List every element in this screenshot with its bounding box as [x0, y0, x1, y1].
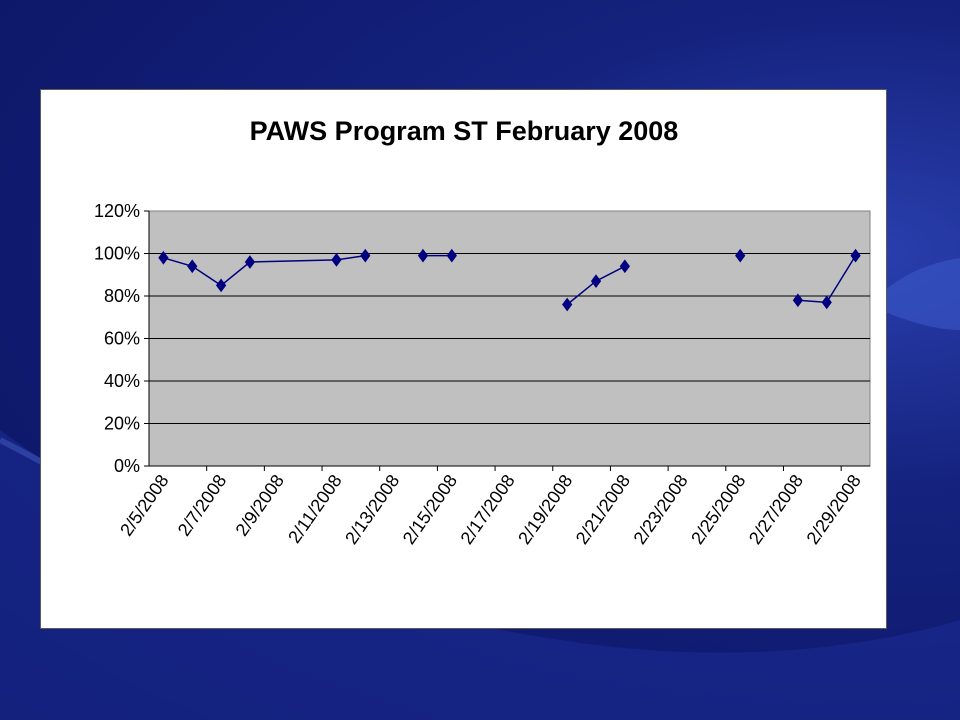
series-line-segment	[163, 254, 366, 287]
data-point	[244, 255, 256, 269]
chart-title: PAWS Program ST February 2008	[250, 116, 679, 146]
data-point	[821, 295, 832, 310]
x-tick-label: 2/7/2008	[174, 471, 231, 540]
data-point	[792, 293, 804, 308]
series-markers	[158, 248, 861, 312]
data-point	[446, 248, 457, 263]
x-tick-label: 2/11/2008	[284, 471, 346, 547]
y-tick-label: 40%	[104, 371, 140, 391]
x-tick-labels: 2/5/2008 2/7/2008 2/9/20082/11/20082/13/20…	[116, 466, 865, 548]
data-point	[158, 250, 169, 265]
x-tick-label: 2/15/2008	[399, 471, 461, 548]
line-chart: PAWS Program ST February 2008 0% 20% 40% 60…	[94, 116, 871, 548]
y-tick-labels: 0% 20% 40% 60% 80% 100% 120%	[94, 201, 149, 476]
gridlines	[149, 253, 870, 424]
data-point	[619, 259, 630, 274]
data-point	[735, 248, 746, 263]
x-tick-label: 2/19/2008	[514, 471, 576, 548]
x-tick-label: 2/21/2008	[572, 471, 634, 548]
y-tick-label: 0%	[114, 456, 140, 476]
x-tick-label: 2/5/2008	[116, 471, 173, 540]
y-tick-label: 100%	[94, 244, 140, 264]
y-tick-label: 20%	[104, 414, 140, 434]
data-point	[215, 278, 227, 293]
data-point	[417, 248, 429, 263]
data-point	[187, 259, 198, 274]
x-tick-label: 2/17/2008	[456, 471, 518, 548]
x-tick-label: 2/27/2008	[745, 471, 807, 548]
data-point	[360, 248, 371, 263]
data-point	[590, 274, 602, 288]
x-tick-label: 2/9/2008	[231, 471, 288, 540]
data-point	[331, 253, 342, 267]
x-tick-label: 2/29/2008	[803, 471, 865, 548]
y-tick-label: 120%	[94, 201, 140, 221]
x-tick-label: 2/23/2008	[630, 471, 692, 548]
y-tick-label: 60%	[104, 329, 140, 349]
data-point	[850, 248, 861, 263]
x-tick-label: 2/25/2008	[687, 471, 749, 548]
chart-card: PAWS Program ST February 2008 0% 20% 40% 60…	[40, 89, 887, 629]
y-tick-label: 80%	[104, 286, 140, 306]
x-tick-label: 2/13/2008	[341, 471, 403, 548]
data-point	[562, 297, 573, 312]
